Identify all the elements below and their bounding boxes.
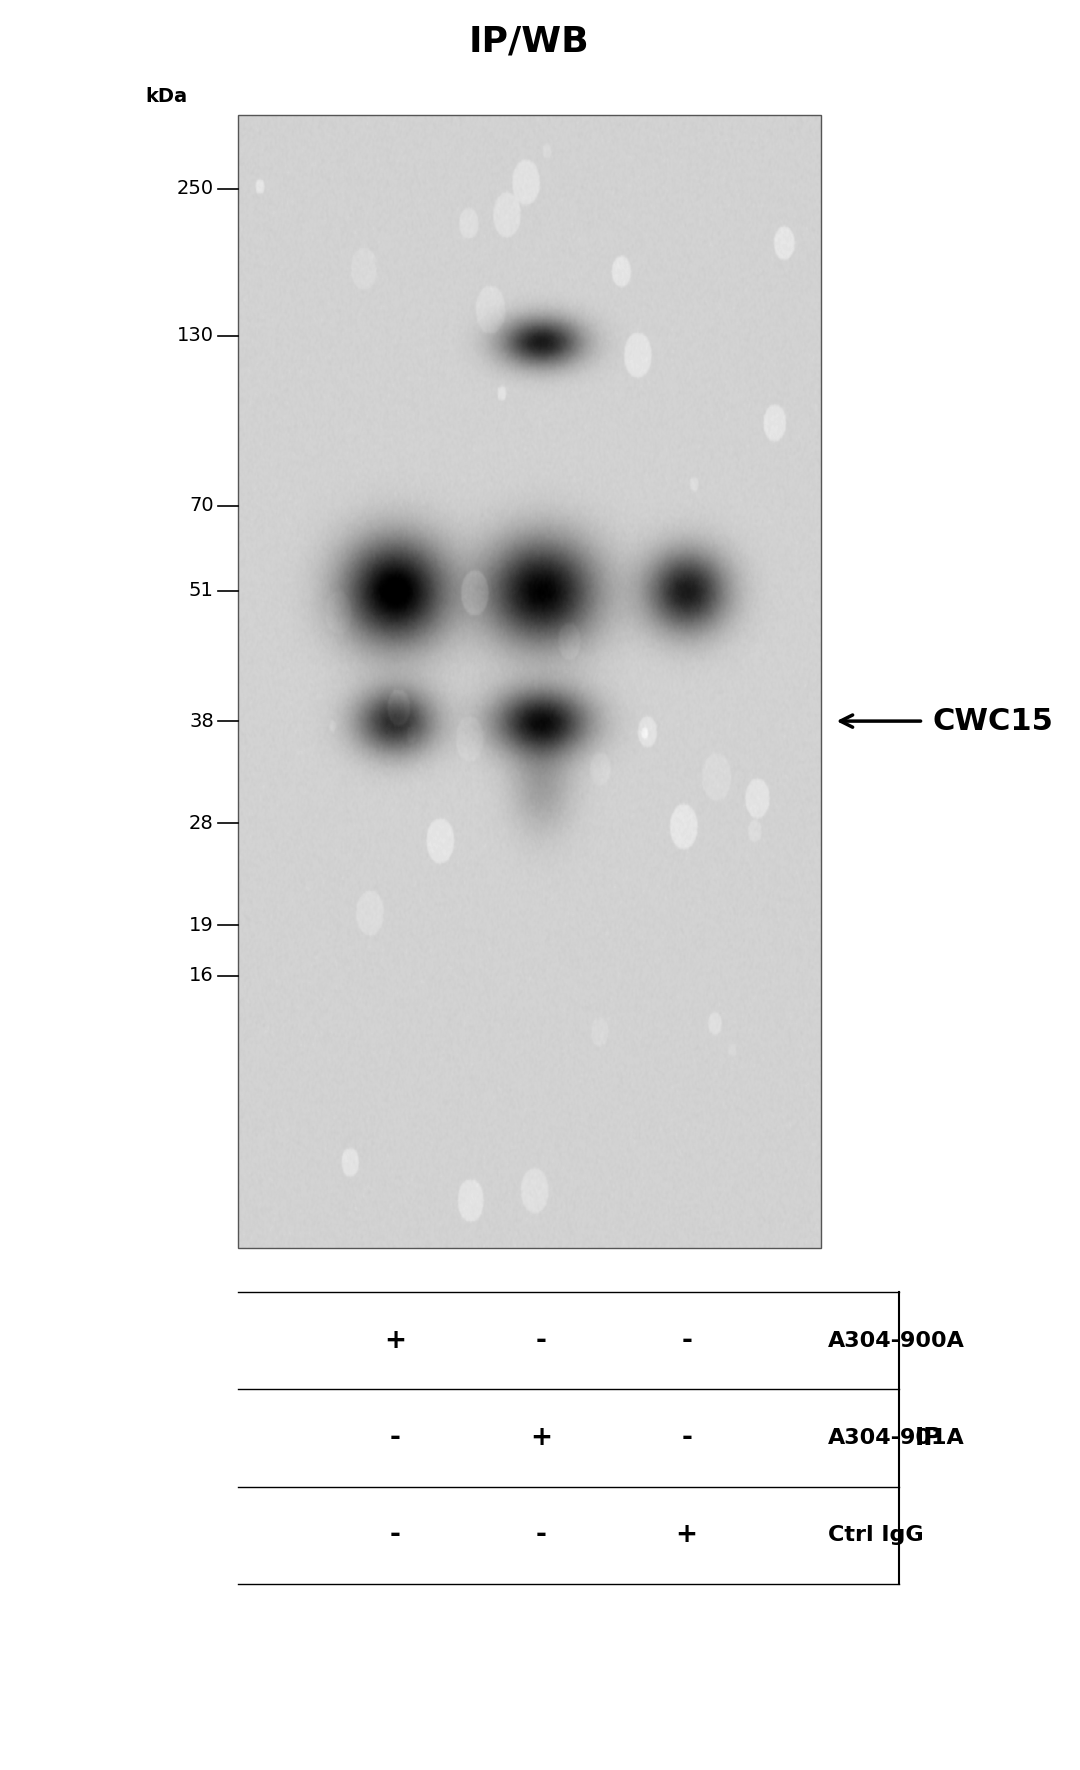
Text: IP: IP (915, 1427, 942, 1450)
Text: 28: 28 (189, 814, 214, 832)
Text: -: - (681, 1328, 692, 1354)
Text: CWC15: CWC15 (932, 706, 1053, 736)
Text: +: + (530, 1425, 552, 1451)
Text: -: - (681, 1425, 692, 1451)
Text: 70: 70 (189, 496, 214, 515)
Text: A304-901A: A304-901A (828, 1428, 966, 1448)
Text: 250: 250 (177, 179, 214, 198)
Text: 38: 38 (189, 712, 214, 731)
Text: 16: 16 (189, 966, 214, 986)
Text: 51: 51 (189, 581, 214, 600)
Text: Ctrl IgG: Ctrl IgG (828, 1526, 924, 1545)
Text: -: - (390, 1522, 401, 1549)
Text: kDa: kDa (146, 87, 188, 106)
Text: 130: 130 (177, 326, 214, 345)
Text: A304-900A: A304-900A (828, 1331, 966, 1351)
Text: IP/WB: IP/WB (469, 25, 590, 58)
Text: +: + (384, 1328, 406, 1354)
Text: -: - (390, 1425, 401, 1451)
Text: -: - (536, 1522, 546, 1549)
Text: 19: 19 (189, 915, 214, 935)
Text: -: - (536, 1328, 546, 1354)
Text: +: + (676, 1522, 698, 1549)
Bar (238, 115, 821, 1248)
